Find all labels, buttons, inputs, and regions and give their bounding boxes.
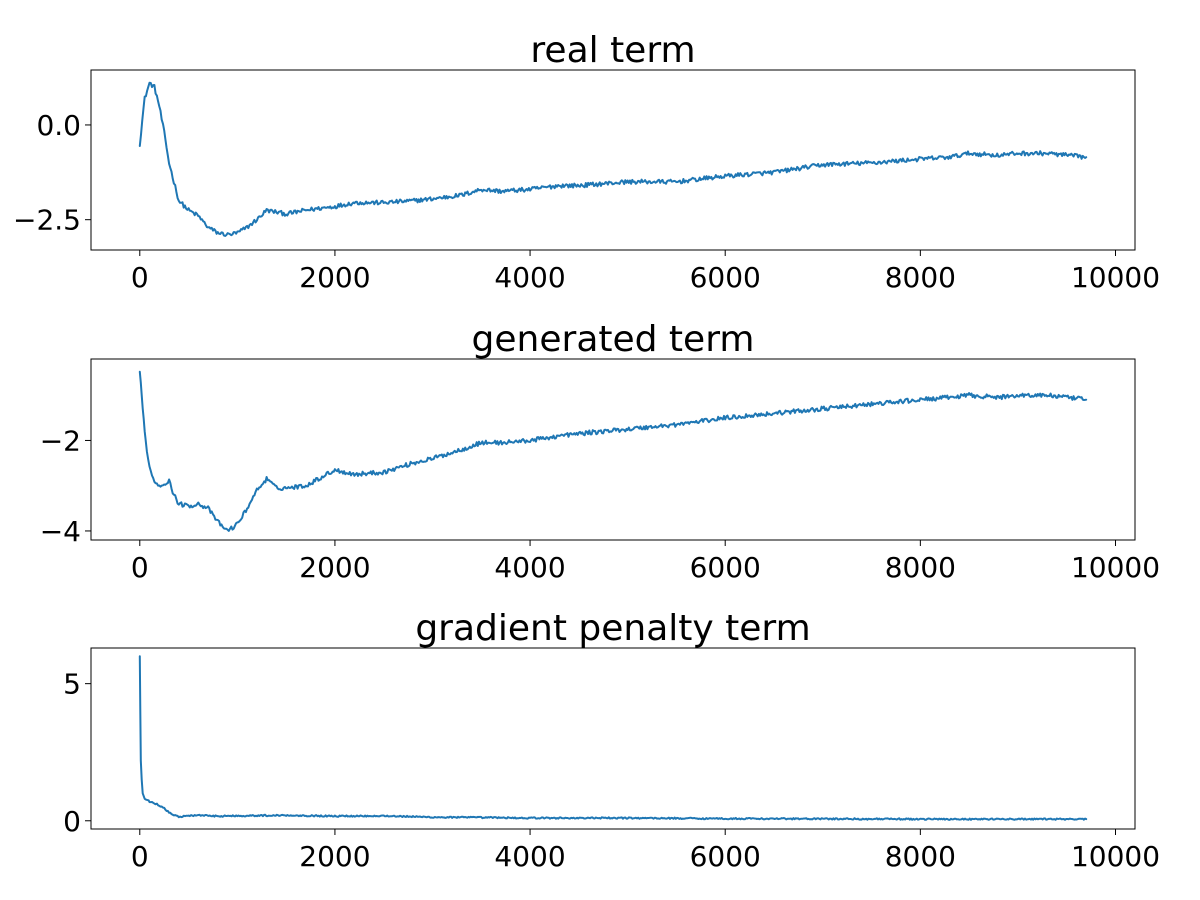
axes-frame xyxy=(90,69,1136,251)
x-tick-label: 4000 xyxy=(494,261,565,294)
x-tick-label: 6000 xyxy=(690,261,761,294)
y-tick-label: 5 xyxy=(63,668,81,701)
x-tick-label: 2000 xyxy=(299,551,370,584)
y-tick-label: −4 xyxy=(40,515,81,548)
x-tick-label: 4000 xyxy=(494,840,565,873)
subplot-3: gradient penalty term 0 2000 4000 6000 8000 10… xyxy=(63,608,1160,873)
subplot-1: real term 0 2000 4000 6000 8000 10000 0.0 −2.5 xyxy=(13,30,1160,294)
y-tick-label: 0 xyxy=(63,805,81,838)
x-tick-label: 10000 xyxy=(1071,551,1160,584)
axes-frame xyxy=(90,358,1136,541)
y-tick-label: 0.0 xyxy=(36,109,81,142)
series-line xyxy=(138,81,1088,237)
series-line xyxy=(138,370,1088,532)
x-tick-label: 0 xyxy=(131,261,149,294)
x-tick-label: 0 xyxy=(131,840,149,873)
x-tick-label: 10000 xyxy=(1071,261,1160,294)
x-tick-label: 8000 xyxy=(885,840,956,873)
axes-frame xyxy=(90,647,1136,830)
subplot-2: generated term 0 2000 4000 6000 8000 10000 −2 −4 xyxy=(40,319,1160,584)
y-tick-label: −2 xyxy=(40,424,81,457)
chart-title: gradient penalty term xyxy=(415,608,810,649)
x-tick-label: 10000 xyxy=(1071,840,1160,873)
x-tick-label: 6000 xyxy=(690,551,761,584)
chart-title: generated term xyxy=(472,319,755,360)
x-tick-label: 2000 xyxy=(299,261,370,294)
x-tick-label: 8000 xyxy=(885,551,956,584)
x-tick-label: 2000 xyxy=(299,840,370,873)
x-tick-label: 8000 xyxy=(885,261,956,294)
x-tick-label: 4000 xyxy=(494,551,565,584)
x-tick-label: 0 xyxy=(131,551,149,584)
y-tick-label: −2.5 xyxy=(13,204,81,237)
chart-title: real term xyxy=(530,30,695,71)
x-tick-label: 6000 xyxy=(690,840,761,873)
series-line xyxy=(138,655,1088,821)
